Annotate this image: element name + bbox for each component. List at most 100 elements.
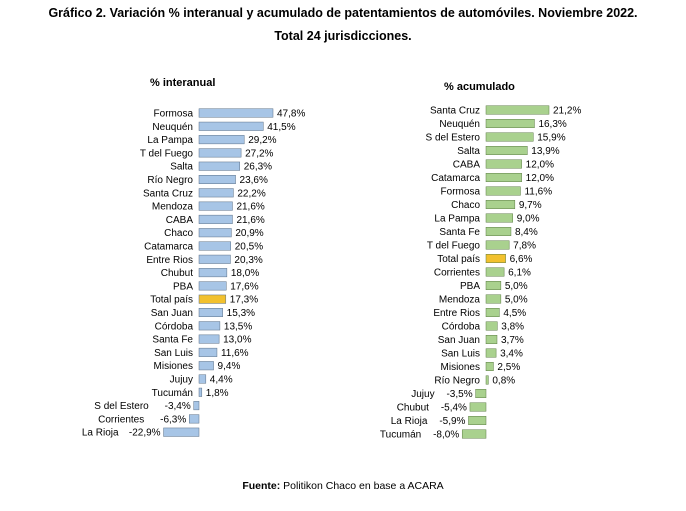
acumulado-category-corrientes: Corrientes (434, 268, 480, 279)
interanual-bar-s-del-estero (193, 401, 200, 411)
interanual-value-chaco: 20,9% (235, 228, 263, 239)
interanual-bar-entre-rios (198, 254, 231, 264)
interanual-bar-santa-fe (198, 334, 220, 344)
acumulado-bar-rio-negro (485, 375, 489, 385)
interanual-value-entre-rios: 20,3% (234, 255, 262, 266)
acumulado-bar-tucuman (461, 429, 487, 439)
interanual-bar-mendoza (198, 201, 233, 211)
interanual-category-cordoba: Córdoba (155, 321, 194, 332)
acumulado-value-mendoza: 5,0% (505, 295, 528, 306)
interanual-bar-jujuy (198, 374, 207, 384)
acumulado-bar-formosa (485, 186, 521, 196)
interanual-value-chubut: 18,0% (231, 268, 259, 279)
source-text: Politikon Chaco en base a ACARA (283, 480, 444, 492)
interanual-bar-corrientes (188, 414, 200, 424)
interanual-category-jujuy: Jujuy (170, 375, 193, 386)
acumulado-value-misiones: 2,5% (497, 362, 520, 373)
acumulado-category-s-del-estero: S del Estero (426, 133, 481, 144)
interanual-category-t-del-fuego: T del Fuego (140, 148, 194, 159)
acumulado-category-la-pampa: La Pampa (434, 214, 480, 225)
acumulado-bar-neuquen (485, 119, 535, 128)
acumulado-bar-cordoba (485, 321, 498, 331)
acumulado-bar-t-del-fuego (485, 240, 510, 250)
interanual-bar-cordoba (198, 321, 221, 331)
acumulado-category-pba: PBA (460, 281, 480, 292)
acumulado-category-chubut: Chubut (397, 403, 429, 414)
acumulado-bar-total-pais (485, 254, 506, 263)
interanual-value-catamarca: 20,5% (235, 242, 263, 253)
acumulado-value-cordoba: 3,8% (501, 322, 524, 333)
acumulado-category-t-del-fuego: T del Fuego (427, 241, 481, 252)
acumulado-category-catamarca: Catamarca (431, 173, 480, 184)
acumulado-value-total-pais: 6,6% (510, 254, 533, 265)
acumulado-category-santa-cruz: Santa Cruz (430, 106, 480, 117)
interanual-bar-san-luis (198, 347, 218, 357)
interanual-value-rio-negro: 23,6% (240, 175, 268, 186)
acumulado-value-s-del-estero: 15,9% (537, 133, 565, 144)
acumulado-bar-mendoza (485, 294, 502, 304)
interanual-bar-pba (198, 281, 227, 291)
interanual-value-caba: 21,6% (236, 215, 264, 226)
interanual-value-formosa: 47,8% (277, 109, 305, 120)
interanual-value-salta: 26,3% (244, 162, 272, 173)
interanual-value-san-juan: 15,3% (227, 308, 255, 319)
interanual-value-neuquen: 41,5% (267, 122, 295, 133)
interanual-category-neuquen: Neuquén (152, 122, 193, 133)
acumulado-bar-salta (485, 146, 528, 155)
interanual-value-s-del-estero: -3,4% (165, 401, 191, 412)
acumulado-category-misiones: Misiones (441, 362, 480, 373)
acumulado-bar-chaco (485, 200, 516, 209)
interanual-category-santa-fe: Santa Fe (152, 335, 193, 346)
acumulado-category-la-rioja: La Rioja (391, 416, 428, 427)
interanual-value-tucuman: 1,8% (206, 388, 229, 399)
interanual-bar-formosa (198, 108, 274, 118)
acumulado-value-neuquen: 16,3% (538, 119, 566, 130)
interanual-value-pba: 17,6% (230, 281, 258, 292)
interanual-category-la-rioja: La Rioja (82, 428, 119, 439)
acumulado-bar-santa-fe (485, 227, 512, 236)
interanual-bar-salta (198, 161, 240, 171)
interanual-bar-caba (198, 214, 233, 224)
acumulado-bar-la-rioja (468, 416, 487, 425)
acumulado-value-la-rioja: -5,9% (439, 416, 465, 427)
acumulado-bar-s-del-estero (485, 132, 534, 142)
acumulado-bar-catamarca (485, 173, 522, 182)
interanual-category-catamarca: Catamarca (144, 242, 193, 253)
interanual-category-mendoza: Mendoza (152, 202, 194, 213)
acumulado-category-cordoba: Córdoba (442, 322, 481, 333)
acumulado-category-tucuman: Tucumán (380, 430, 421, 441)
interanual-value-misiones: 9,4% (218, 361, 241, 372)
acumulado-value-san-luis: 3,4% (500, 349, 523, 360)
acumulado-bar-misiones (485, 362, 494, 371)
acumulado-bar-corrientes (485, 267, 505, 277)
interanual-value-santa-fe: 13,0% (223, 335, 251, 346)
acumulado-value-formosa: 11,6% (524, 187, 552, 198)
interanual-category-la-pampa: La Pampa (147, 135, 193, 146)
interanual-value-la-pampa: 29,2% (248, 135, 276, 146)
interanual-category-san-juan: San Juan (151, 308, 193, 319)
interanual-value-total-pais: 17,3% (230, 295, 258, 306)
interanual-bar-total-pais (198, 294, 227, 304)
acumulado-value-chubut: -5,4% (441, 403, 467, 414)
acumulado-category-rio-negro: Río Negro (434, 376, 480, 387)
source-label: Fuente: (242, 480, 281, 492)
interanual-value-cordoba: 13,5% (224, 321, 252, 332)
interanual-category-s-del-estero: S del Estero (94, 401, 149, 412)
interanual-category-formosa: Formosa (154, 109, 194, 120)
acumulado-value-jujuy: -3,5% (446, 389, 472, 400)
acumulado-value-entre-rios: 4,5% (503, 308, 526, 319)
acumulado-value-t-del-fuego: 7,8% (513, 241, 536, 252)
acumulado-category-santa-fe: Santa Fe (439, 227, 480, 238)
interanual-bar-neuquen (198, 121, 264, 131)
interanual-category-corrientes: Corrientes (98, 414, 144, 425)
interanual-category-misiones: Misiones (154, 361, 193, 372)
acumulado-category-jujuy: Jujuy (411, 389, 434, 400)
interanual-category-entre-rios: Entre Rios (146, 255, 193, 266)
acumulado-bar-santa-cruz (485, 105, 550, 115)
acumulado-category-san-luis: San Luis (441, 349, 480, 360)
interanual-value-t-del-fuego: 27,2% (245, 148, 273, 159)
interanual-value-jujuy: 4,4% (210, 375, 233, 386)
acumulado-value-catamarca: 12,0% (526, 173, 554, 184)
acumulado-category-caba: CABA (453, 160, 481, 171)
interanual-bar-catamarca (198, 241, 231, 251)
